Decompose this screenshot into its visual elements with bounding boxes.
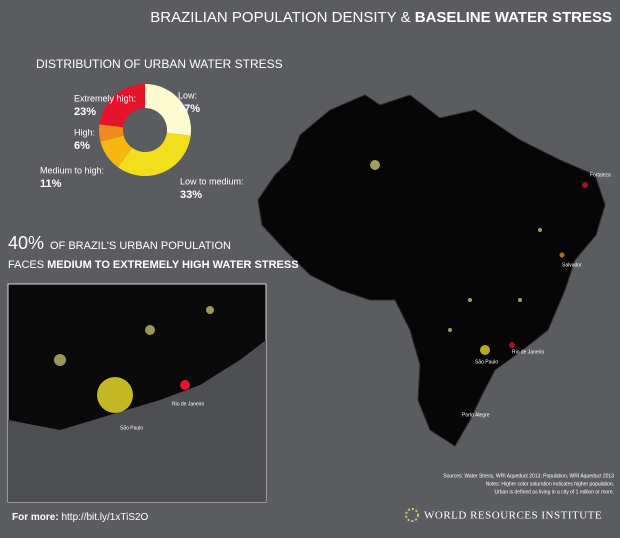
dot (509, 342, 515, 348)
more-url[interactable]: http://bit.ly/1xTiS2O (61, 512, 148, 523)
dot (582, 182, 588, 188)
inset-ocean (8, 340, 266, 502)
headline-bold: MEDIUM TO EXTREMELY HIGH WATER STRESS (47, 259, 298, 271)
org-name: WORLD RESOURCES INSTITUTE (424, 510, 602, 522)
dot (538, 228, 542, 232)
sources: Sources: Water Stress, WRI Aqueduct 2013… (443, 473, 614, 495)
dot (370, 160, 380, 170)
population-dots (370, 160, 588, 355)
brazil-map (257, 94, 606, 447)
headline-line2: FACES MEDIUM TO EXTREMELY HIGH WATER STR… (8, 259, 299, 271)
slice-value: 11% (40, 178, 62, 190)
dot (54, 354, 66, 366)
title-bold: BASELINE WATER STRESS (415, 9, 612, 26)
headline-regular: FACES (8, 259, 44, 271)
source-line: Sources: Water Stress, WRI Aqueduct 2013… (443, 473, 614, 479)
dot (145, 325, 155, 335)
source-line: Notes: Higher color saturation indicates… (486, 481, 614, 487)
title-regular: BRAZILIAN POPULATION DENSITY & (150, 9, 410, 26)
donut-slice (117, 132, 191, 176)
dot (97, 377, 133, 413)
inset-dots (54, 306, 214, 413)
wri-logo (405, 508, 419, 522)
slice-value: 33% (180, 189, 202, 201)
city-label: Porto Alegre (462, 412, 490, 418)
slice-label: Extremely high: (74, 93, 136, 103)
slice-label: Medium to high: (40, 165, 104, 175)
logo-mark (405, 508, 419, 522)
city-label: Rio de Janeiro (512, 349, 544, 355)
dot (518, 298, 522, 302)
city-label: Fortaleza (590, 172, 611, 178)
dot (480, 345, 490, 355)
headline-line1: OF BRAZIL'S URBAN POPULATION (50, 240, 231, 252)
city-label: São Paulo (120, 425, 143, 431)
dot (468, 298, 472, 302)
slice-label: High: (74, 127, 95, 137)
dot (448, 328, 452, 332)
dot (559, 252, 565, 258)
headline-figure: 40% (8, 233, 44, 253)
more-label: For more: (12, 512, 59, 523)
chart-title: DISTRIBUTION OF URBAN WATER STRESS (36, 57, 283, 71)
city-label: Salvador (562, 262, 582, 268)
slice-value: 27% (178, 103, 200, 115)
donut-slice (100, 135, 133, 168)
donut-slice (98, 124, 124, 142)
slice-value: 23% (74, 106, 96, 118)
source-line: Urban is defined as living in a city of … (495, 489, 615, 495)
city-label: São Paulo (475, 359, 498, 365)
donut-chart: Low: 27% Low to medium: 33% Medium to high: 1… (40, 84, 244, 201)
title: BRAZILIAN POPULATION DENSITY & BASELINE … (150, 9, 612, 26)
slice-label: Low: (178, 90, 197, 100)
dot (206, 306, 214, 314)
slice-label: Low to medium: (180, 176, 244, 186)
donut-slice (145, 84, 192, 136)
dot (180, 380, 190, 390)
footer-more: For more: http://bit.ly/1xTiS2O (12, 512, 149, 523)
donut-slice (99, 84, 145, 128)
map-labels: Fortaleza Salvador Rio de Janeiro São Pa… (120, 172, 611, 431)
city-label: Rio de Janeiro (172, 401, 204, 407)
slice-value: 6% (74, 140, 90, 152)
